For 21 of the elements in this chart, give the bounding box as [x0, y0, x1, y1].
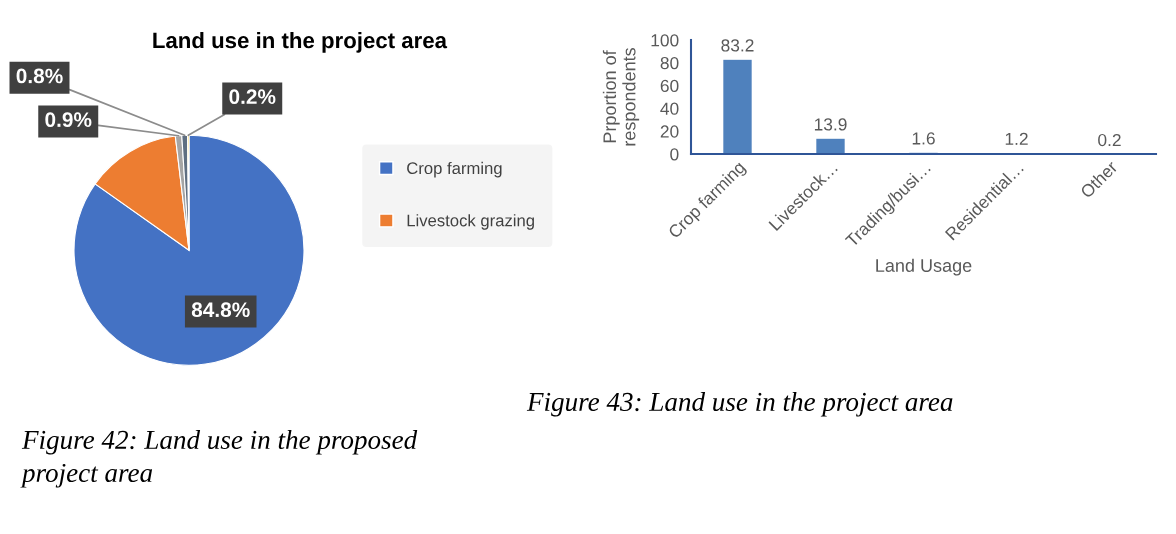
chart-title: Land use in the project area — [153, 31, 448, 53]
data-label: 0.9% — [45, 112, 92, 128]
data-label: 84.8% — [191, 302, 250, 318]
y-axis-title: Prportion of respondents — [602, 47, 640, 146]
y-tick-label: 0 — [670, 148, 679, 161]
data-label: 13.9 — [814, 118, 847, 131]
data-label: 83.2 — [721, 39, 754, 52]
legend-label: Livestock grazing — [407, 214, 534, 230]
data-label: 0.8% — [16, 68, 63, 84]
data-label: 0.2 — [1098, 133, 1121, 147]
y-tick-label: 80 — [660, 56, 679, 70]
data-label: 1.6 — [912, 132, 935, 145]
y-tick-label: 60 — [660, 79, 679, 93]
y-tick-label: 100 — [651, 34, 679, 47]
x-axis-title: Land Usage — [876, 258, 972, 276]
data-label: 0.2% — [229, 89, 276, 105]
y-tick-label: 40 — [660, 102, 679, 115]
caption: Figure 42: Land use in the proposed project area — [20, 430, 418, 488]
data-label: 1.2 — [1005, 132, 1028, 145]
caption: Figure 43: Land use in the project area — [526, 392, 953, 417]
y-tick-label: 20 — [660, 125, 679, 138]
